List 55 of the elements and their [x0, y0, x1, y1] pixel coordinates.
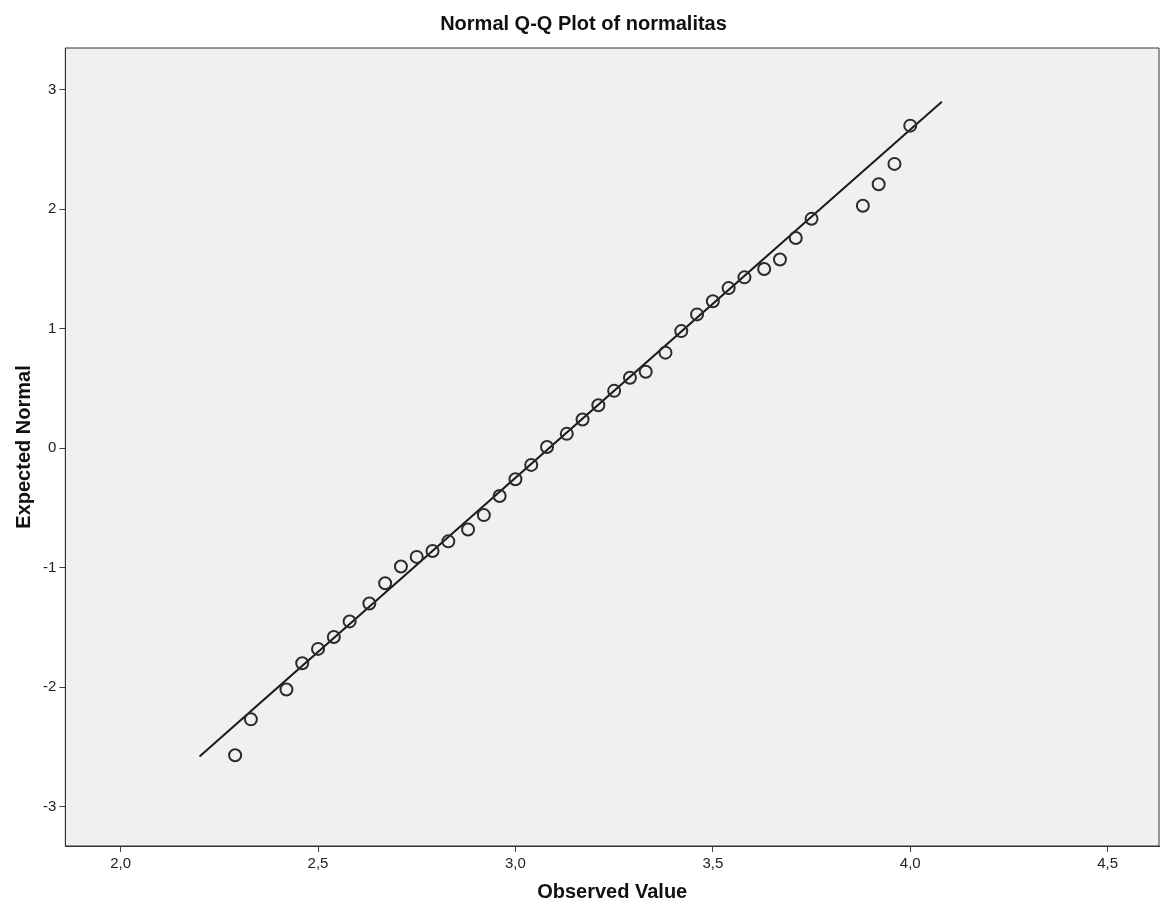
x-tick-label: 4,0 [899, 854, 921, 872]
point [378, 576, 393, 591]
point [540, 440, 555, 454]
point [788, 230, 803, 245]
point [393, 559, 408, 574]
point [508, 472, 523, 487]
x-tick-label: 2,5 [307, 854, 329, 872]
x-tick-label: 3,0 [505, 854, 526, 872]
point [607, 383, 622, 398]
point [903, 118, 918, 133]
point [425, 543, 440, 558]
point [575, 412, 590, 427]
point [524, 457, 539, 472]
point [721, 281, 736, 296]
point [871, 177, 886, 192]
point [342, 614, 357, 629]
point [243, 712, 258, 727]
y-tick-label: -2 [42, 677, 57, 695]
y-tick-label: 1 [47, 318, 57, 336]
point [559, 426, 574, 441]
point [591, 398, 606, 413]
x-tick-label: 2,0 [110, 854, 132, 872]
point [658, 345, 673, 360]
point [279, 682, 294, 697]
point [690, 307, 705, 322]
x-tick-label: 4,5 [1097, 854, 1119, 872]
point [855, 198, 870, 213]
y-tick-label: -1 [42, 557, 57, 575]
point [772, 252, 787, 267]
point [441, 534, 456, 549]
point [757, 262, 772, 276]
point [804, 211, 819, 226]
y-tick-label: 2 [47, 199, 57, 217]
y-tick-label: 0 [47, 438, 57, 456]
point [887, 156, 902, 171]
point [228, 748, 243, 763]
point [674, 324, 689, 339]
point [705, 294, 720, 309]
point [461, 522, 476, 537]
point [311, 641, 326, 656]
point [295, 656, 310, 671]
x-tick-label: 3,5 [702, 854, 724, 872]
y-tick-label: -3 [42, 796, 57, 814]
point [362, 596, 377, 611]
point [737, 270, 752, 285]
point [622, 370, 637, 385]
y-axis-title: Expected Normal [11, 365, 34, 529]
point [492, 488, 507, 503]
point [638, 364, 653, 379]
point [326, 629, 341, 644]
y-tick-label: 3 [47, 79, 57, 97]
point [409, 549, 424, 564]
x-axis-title: Observed Value [537, 879, 688, 902]
point [476, 508, 491, 523]
chart-title: Normal Q-Q Plot of normalitas [440, 11, 727, 34]
